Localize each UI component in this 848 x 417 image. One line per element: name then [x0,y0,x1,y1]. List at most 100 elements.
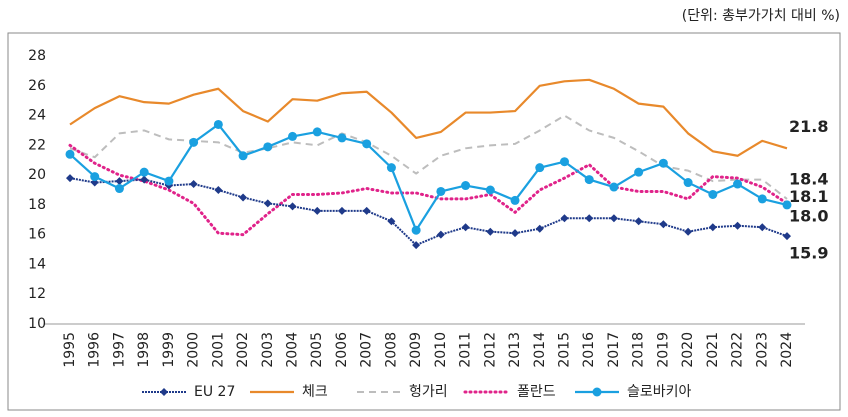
data-point [758,223,767,232]
data-point [708,189,718,199]
data-point [609,182,619,192]
x-tick-label: 1995 [62,332,78,368]
data-point [65,149,75,159]
y-tick-label: 12 [28,286,46,302]
series-line [68,143,789,237]
legend-marker [592,387,602,397]
value-label: 18.4 [789,169,828,188]
x-tick-label: 2021 [705,332,721,368]
data-point [535,224,544,233]
x-tick-label: 2002 [235,332,251,368]
data-point [634,167,644,177]
unit-note: (단위: 총부가가치 대비 %) [682,8,840,24]
x-tick-label: 2009 [408,332,424,368]
x-tick-label: 2013 [507,332,523,368]
x-tick-label: 2008 [383,332,399,368]
y-tick-label: 22 [28,137,46,153]
x-tick-label: 2012 [482,332,498,368]
data-point [312,127,322,137]
x-tick-label: 2019 [655,332,671,368]
y-tick-label: 24 [28,108,46,124]
data-point [486,227,495,236]
legend-label: EU 27 [194,384,235,400]
x-tick-label: 2003 [260,332,276,368]
legend-label: 헝가리 [409,384,448,400]
x-tick-label: 2007 [359,332,375,368]
data-point [164,176,174,186]
y-tick-label: 20 [28,167,46,183]
data-point [214,186,223,194]
data-point [288,131,298,141]
x-tick-label: 2010 [433,332,449,368]
data-point [288,202,297,211]
data-point [313,206,322,215]
data-point [263,142,273,152]
data-point [436,230,445,239]
data-point [337,206,346,215]
x-tick-label: 2004 [285,332,301,368]
data-point [461,223,470,232]
data-point [66,174,74,183]
data-point [362,139,372,149]
x-tick-label: 2018 [631,332,647,368]
y-tick-label: 16 [28,227,46,243]
x-tick-label: 2020 [680,332,696,368]
data-point [757,194,767,204]
x-tick-label: 2023 [754,332,770,368]
x-tick-label: 2011 [458,332,474,368]
x-tick-label: 1999 [161,332,177,368]
data-point [461,181,471,191]
series-line [69,123,788,232]
data-point [658,158,668,168]
y-tick-label: 18 [28,197,46,213]
data-point [511,229,520,238]
data-point [362,206,371,215]
y-tick-label: 10 [28,316,46,332]
series-line [69,177,788,247]
x-tick-label: 2024 [779,332,795,368]
x-tick-label: 2005 [309,332,325,368]
data-point [585,214,594,223]
y-tick-label: 14 [28,256,46,272]
data-point [782,200,792,210]
data-point [387,217,396,226]
x-tick-label: 2016 [581,332,597,368]
x-tick-label: 2006 [334,332,350,368]
series-line [69,78,788,157]
data-point [436,186,446,196]
data-point [535,163,545,173]
data-point [90,172,100,182]
value-label: 18.0 [789,206,828,225]
x-tick-label: 1998 [136,332,152,368]
data-point [634,217,643,226]
value-label: 21.8 [789,117,828,136]
value-label: 15.9 [789,244,828,263]
x-tick-label: 1996 [87,332,103,368]
x-tick-label: 2001 [210,332,226,368]
x-tick-label: 2017 [606,332,622,368]
data-point [411,225,421,235]
data-point [412,241,421,250]
data-point [684,227,693,236]
data-point [239,193,248,202]
data-point [140,175,149,184]
data-point [609,214,618,223]
legend-marker [160,388,168,396]
data-point [213,119,223,129]
data-point [683,178,693,188]
legend-label: 폴란드 [517,384,556,400]
x-tick-label: 2022 [730,332,746,368]
data-point [114,184,124,194]
data-point [584,175,594,185]
data-point [263,199,272,208]
data-point [559,157,569,167]
legend-label: 슬로바키아 [627,384,692,400]
data-point [659,220,668,229]
data-point [337,133,347,143]
data-point [115,177,124,186]
data-point [189,137,199,147]
data-point [189,180,198,189]
data-point [386,163,396,173]
data-point [238,151,248,161]
chart-frame [7,32,841,411]
